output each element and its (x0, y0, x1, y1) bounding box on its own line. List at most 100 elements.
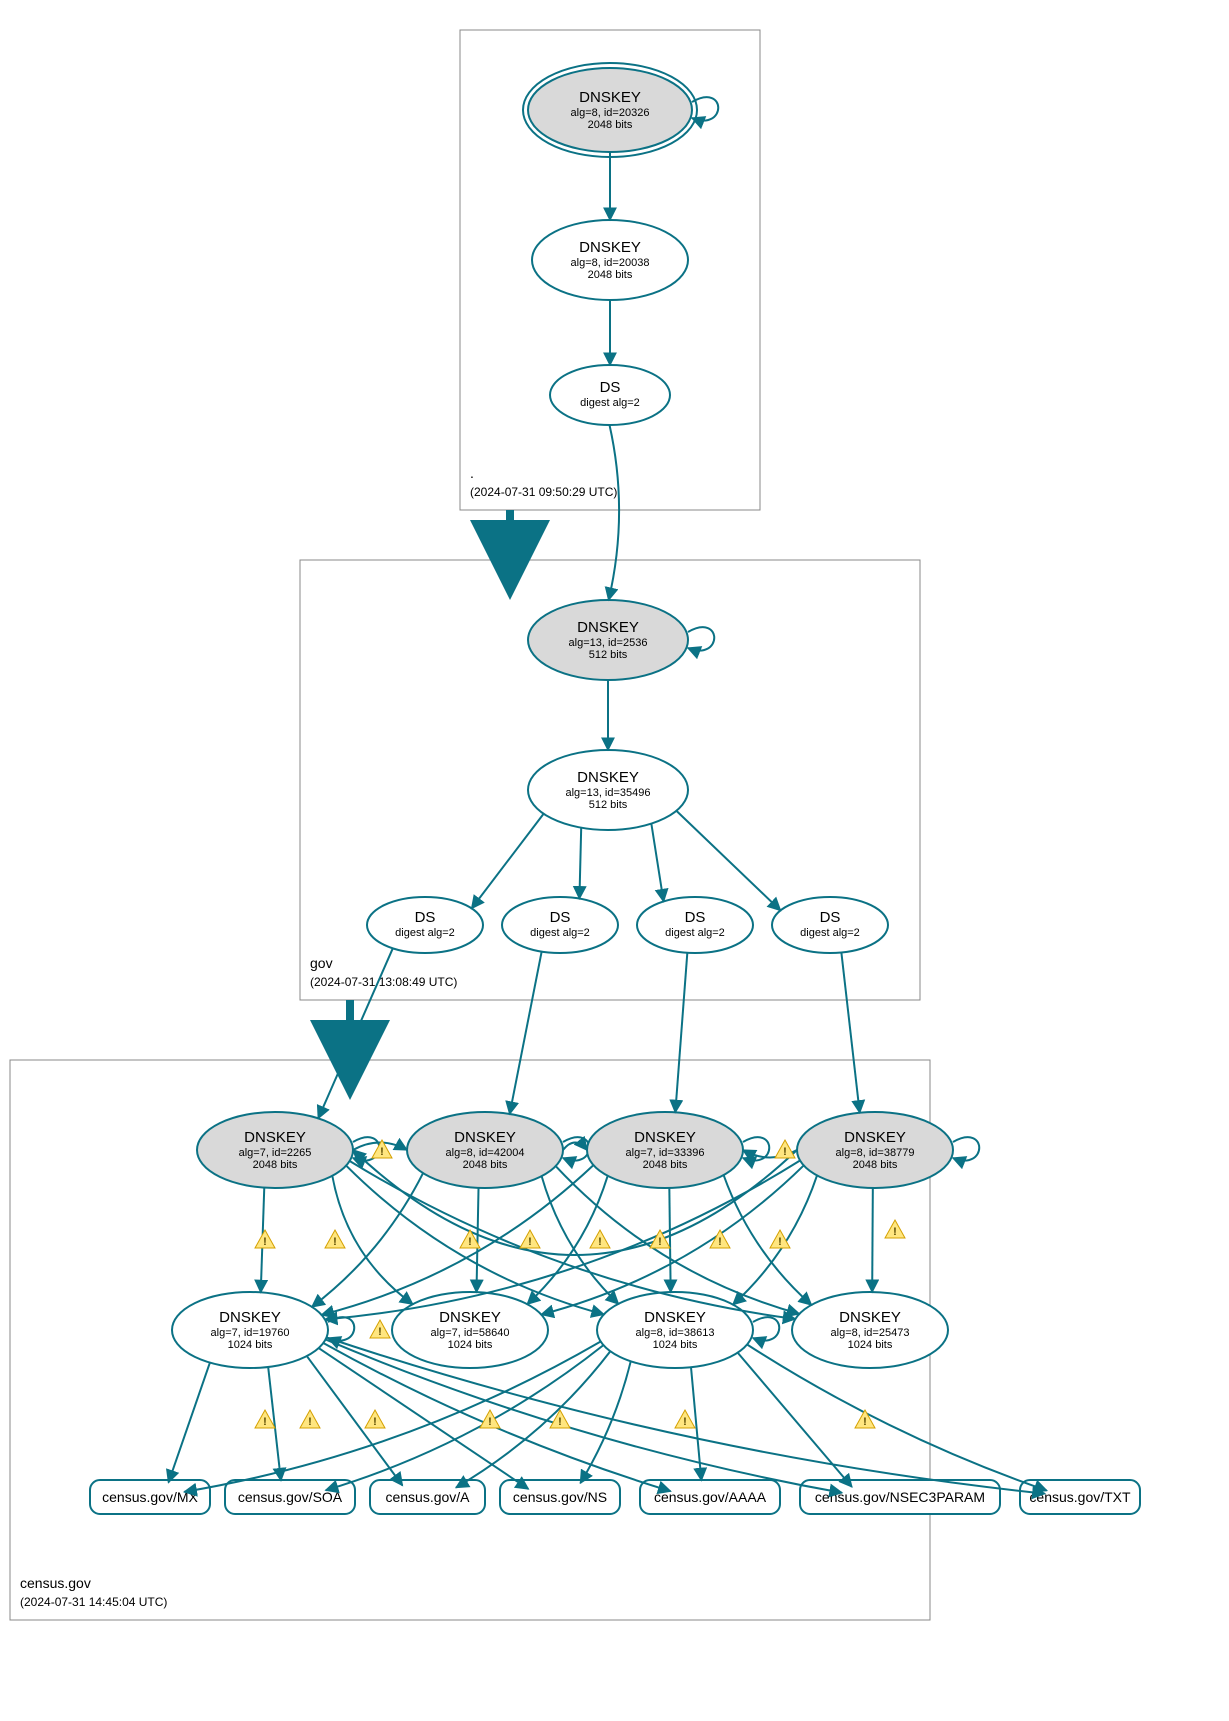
node-title: DNSKEY (839, 1309, 901, 1326)
node-line3: 1024 bits (448, 1339, 493, 1351)
svg-text:!: ! (488, 1416, 492, 1428)
edge-c_ksk3-c_zsk4 (724, 1175, 812, 1305)
node-root_ksk: DNSKEYalg=8, id=203262048 bits (523, 63, 718, 157)
node-title: DNSKEY (577, 619, 639, 636)
node-root_zsk: DNSKEYalg=8, id=200382048 bits (532, 220, 688, 300)
node-line3: 512 bits (589, 649, 628, 661)
node-line2: alg=7, id=19760 (211, 1327, 290, 1339)
warning-icon: ! (255, 1230, 275, 1248)
zone-timestamp-gov: (2024-07-31 13:08:49 UTC) (310, 975, 457, 989)
edge-gov_ds3-c_ksk3 (675, 953, 687, 1113)
node-c_ksk4: DNSKEYalg=8, id=387792048 bits (797, 1112, 979, 1188)
svg-text:!: ! (558, 1416, 562, 1428)
edge-gov_zsk-gov_ds3 (651, 824, 663, 902)
node-title: DNSKEY (454, 1129, 516, 1146)
edge-gov_zsk-gov_ds2 (579, 828, 581, 899)
edge-root_ds-gov_ksk (609, 425, 619, 600)
edge-gov_ds2-c_ksk2 (510, 952, 542, 1114)
edge-c_zsk1-rr_mx (168, 1363, 209, 1483)
svg-text:!: ! (893, 1226, 897, 1238)
node-line2: alg=13, id=35496 (565, 787, 650, 799)
svg-text:!: ! (783, 1146, 787, 1158)
zone-label-root: . (470, 465, 474, 481)
node-line2: alg=8, id=20326 (571, 107, 650, 119)
svg-text:!: ! (718, 1236, 722, 1248)
selfloop-c_ksk4 (953, 1137, 979, 1160)
zone-label-census: census.gov (20, 1575, 91, 1591)
rrset-rr_soa: census.gov/SOA (225, 1480, 355, 1514)
node-line2: alg=7, id=2265 (239, 1147, 312, 1159)
node-title: DS (415, 909, 436, 926)
node-gov_ds3: DSdigest alg=2 (637, 897, 753, 953)
node-line2: digest alg=2 (580, 397, 640, 409)
edge-gov_zsk-gov_ds1 (472, 814, 544, 909)
warning-icon: ! (365, 1410, 385, 1428)
edge-c_ksk2-c_ksk3 (563, 1143, 587, 1151)
node-gov_ds4: DSdigest alg=2 (772, 897, 888, 953)
node-title: DNSKEY (577, 769, 639, 786)
node-c_zsk3: DNSKEYalg=8, id=386131024 bits (597, 1292, 779, 1368)
rrset-rr_mx: census.gov/MX (90, 1480, 210, 1514)
node-line3: 2048 bits (853, 1159, 898, 1171)
rrset-rr_aaaa: census.gov/AAAA (640, 1480, 780, 1514)
warning-icon: ! (650, 1230, 670, 1248)
svg-text:!: ! (863, 1416, 867, 1428)
svg-text:!: ! (683, 1416, 687, 1428)
node-c_ksk1: DNSKEYalg=7, id=22652048 bits (197, 1112, 379, 1188)
warning-icon: ! (590, 1230, 610, 1248)
zone-timestamp-root: (2024-07-31 09:50:29 UTC) (470, 485, 617, 499)
node-line2: alg=13, id=2536 (569, 637, 648, 649)
selfloop-gov_ksk (688, 627, 714, 650)
svg-text:!: ! (598, 1236, 602, 1248)
node-line2: alg=8, id=25473 (831, 1327, 910, 1339)
svg-text:!: ! (528, 1236, 532, 1248)
rrset-label: census.gov/NS (513, 1489, 607, 1505)
node-title: DNSKEY (634, 1129, 696, 1146)
rrset-label: census.gov/NSEC3PARAM (815, 1489, 985, 1505)
svg-text:!: ! (468, 1236, 472, 1248)
edge-gov_ds1-c_ksk1 (318, 948, 393, 1118)
zone-timestamp-census: (2024-07-31 14:45:04 UTC) (20, 1595, 167, 1609)
node-title: DNSKEY (579, 89, 641, 106)
node-c_zsk2: DNSKEYalg=7, id=586401024 bits (392, 1292, 548, 1368)
warning-icon: ! (675, 1410, 695, 1428)
warning-icon: ! (550, 1410, 570, 1428)
rrset-rr_txt: census.gov/TXT (1020, 1480, 1140, 1514)
svg-text:!: ! (333, 1236, 337, 1248)
node-line2: digest alg=2 (395, 927, 455, 939)
warning-icon: ! (520, 1230, 540, 1248)
node-line2: alg=8, id=38779 (836, 1147, 915, 1159)
node-line2: digest alg=2 (530, 927, 590, 939)
svg-text:!: ! (658, 1236, 662, 1248)
svg-text:!: ! (263, 1236, 267, 1248)
node-title: DNSKEY (579, 239, 641, 256)
node-line2: alg=8, id=42004 (446, 1147, 525, 1159)
node-c_ksk2: DNSKEYalg=8, id=420042048 bits (407, 1112, 589, 1188)
node-gov_zsk: DNSKEYalg=13, id=35496512 bits (528, 750, 688, 830)
node-root_ds: DSdigest alg=2 (550, 365, 670, 425)
node-c_zsk4: DNSKEYalg=8, id=254731024 bits (792, 1292, 948, 1368)
edge-c_ksk1-c_zsk2 (332, 1176, 412, 1304)
node-title: DS (550, 909, 571, 926)
node-title: DS (685, 909, 706, 926)
node-line2: alg=7, id=33396 (626, 1147, 705, 1159)
node-line3: 2048 bits (463, 1159, 508, 1171)
node-c_ksk3: DNSKEYalg=7, id=333962048 bits (587, 1112, 769, 1188)
warning-icon: ! (325, 1230, 345, 1248)
rrset-label: census.gov/MX (102, 1489, 198, 1505)
node-line3: 1024 bits (228, 1339, 273, 1351)
zone-label-gov: gov (310, 955, 333, 971)
node-title: DNSKEY (439, 1309, 501, 1326)
warning-icon: ! (300, 1410, 320, 1428)
edge-gov_ds4-c_ksk4 (841, 952, 859, 1112)
edge-c_ksk3-c_zsk3 (669, 1188, 670, 1292)
node-line3: 2048 bits (588, 119, 633, 131)
node-line2: alg=7, id=58640 (431, 1327, 510, 1339)
node-title: DNSKEY (844, 1129, 906, 1146)
node-line2: alg=8, id=20038 (571, 257, 650, 269)
node-gov_ksk: DNSKEYalg=13, id=2536512 bits (528, 600, 714, 680)
node-gov_ds2: DSdigest alg=2 (502, 897, 618, 953)
node-line2: digest alg=2 (665, 927, 725, 939)
warning-icon: ! (775, 1140, 795, 1158)
node-title: DS (600, 379, 621, 396)
